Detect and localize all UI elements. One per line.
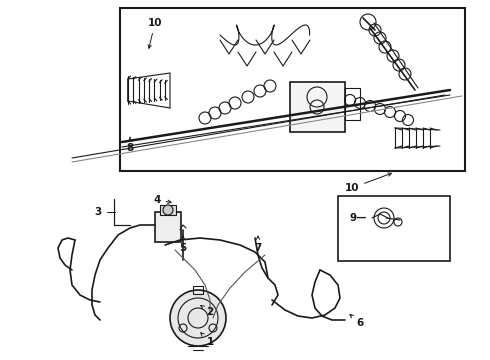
Bar [155, 212, 181, 242]
Bar [193, 286, 203, 294]
Text: 2: 2 [201, 306, 214, 317]
Text: 10: 10 [148, 18, 162, 48]
Text: 8: 8 [126, 138, 134, 153]
Text: 10: 10 [345, 173, 392, 193]
Text: 7: 7 [254, 236, 262, 253]
Text: 4: 4 [153, 195, 171, 205]
Text: 9—: 9— [350, 213, 368, 223]
Text: 5: 5 [179, 236, 187, 253]
Bar [338, 196, 450, 261]
Text: 1: 1 [201, 333, 214, 347]
Text: 3: 3 [95, 207, 101, 217]
Circle shape [163, 205, 173, 215]
Bar [120, 8, 465, 171]
Bar [290, 82, 345, 132]
Circle shape [170, 290, 226, 346]
Bar [345, 88, 360, 120]
Text: 6: 6 [350, 315, 364, 328]
Bar [160, 205, 176, 215]
